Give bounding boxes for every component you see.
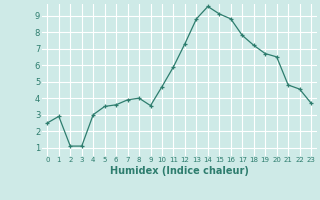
X-axis label: Humidex (Indice chaleur): Humidex (Indice chaleur) <box>110 166 249 176</box>
